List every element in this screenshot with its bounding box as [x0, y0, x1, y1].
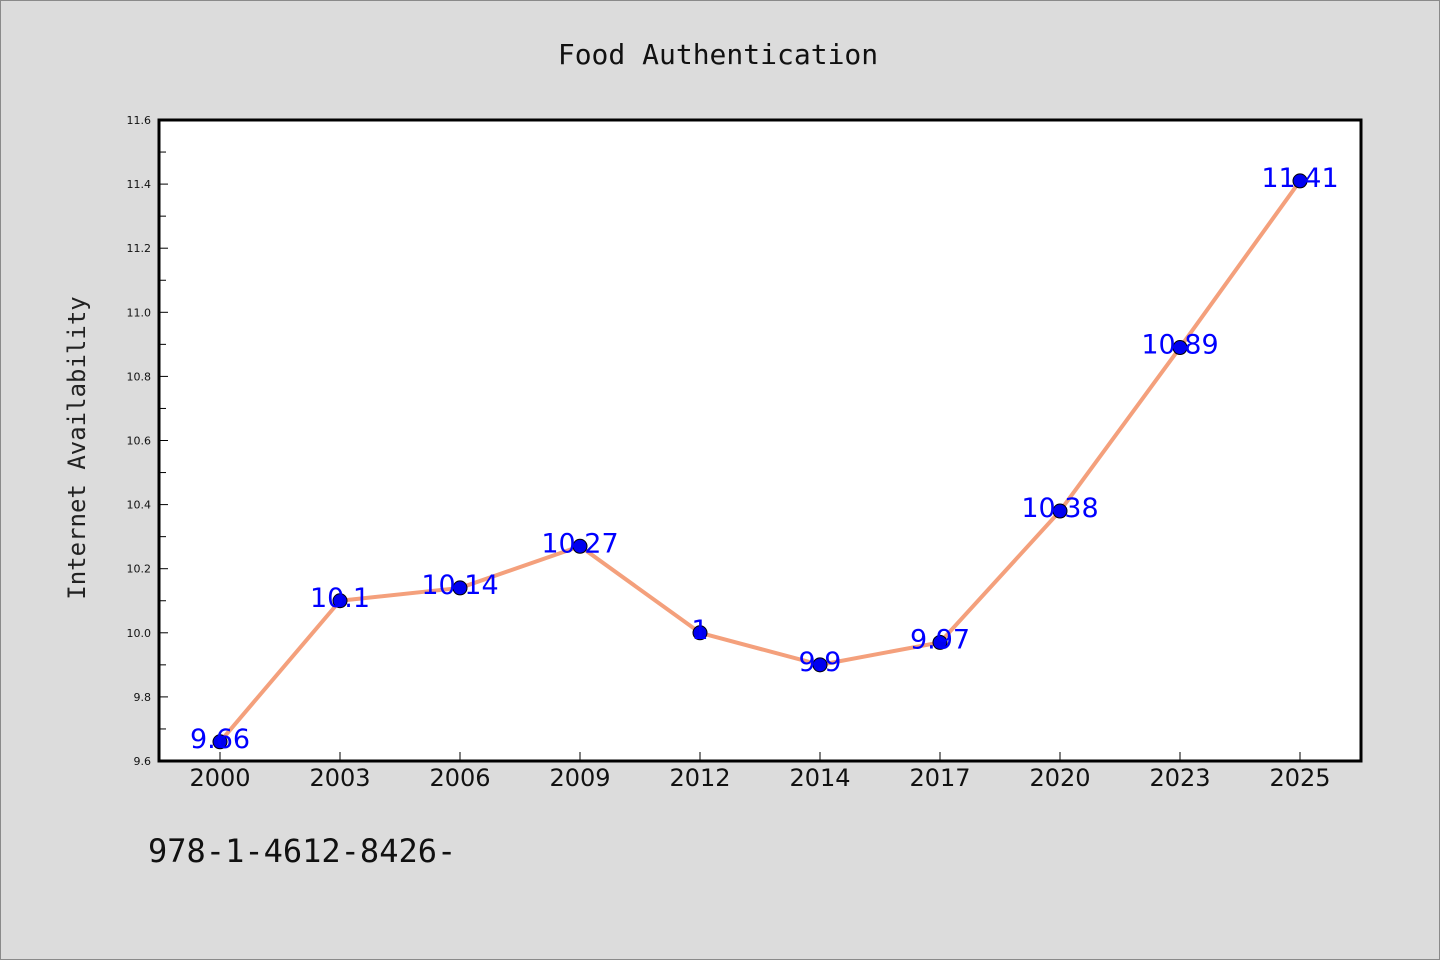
y-axis-label: Internet Availability	[63, 296, 91, 599]
data-label: 11.41	[1261, 163, 1338, 194]
data-point	[212, 734, 228, 750]
data-point	[1292, 173, 1308, 189]
y-tick-label: 10.4	[127, 499, 152, 512]
y-tick-label: 10.6	[127, 435, 152, 448]
data-label: 10.27	[541, 528, 618, 559]
data-label: 10.38	[1021, 493, 1098, 524]
y-tick-label: 10.2	[127, 563, 152, 576]
y-tick-label: 9.8	[134, 691, 152, 704]
x-tick-label: 2000	[189, 764, 250, 792]
data-label: 9.66	[190, 724, 250, 755]
data-label: 10.89	[1141, 330, 1218, 361]
data-point	[332, 593, 348, 609]
x-tick-label: 2012	[669, 764, 730, 792]
y-axis-ticks: 9.6 9.8 10.0 10.2 10.4 10.6 10.8 11.0 11.2 11.4 11…	[127, 114, 168, 768]
plot-area	[157, 118, 1363, 763]
y-tick-label: 10.8	[127, 370, 152, 383]
x-axis-ticks: 2000 2003 2006 2009 2012 2014 2017 2020 2023 2025	[189, 752, 1331, 792]
data-label: 1	[691, 615, 708, 646]
data-point	[1172, 340, 1188, 356]
x-tick-label: 2009	[549, 764, 610, 792]
data-point	[692, 625, 708, 641]
isbn-text: 978-1-4612-8426-	[148, 832, 457, 870]
data-point	[452, 580, 468, 596]
x-tick-label: 2003	[309, 764, 370, 792]
y-tick-label: 11.0	[127, 306, 152, 319]
series-layer	[212, 173, 1308, 750]
x-tick-label: 2023	[1149, 764, 1210, 792]
y-tick-label: 9.6	[134, 755, 152, 768]
data-point	[812, 657, 828, 673]
y-tick-label: 10.0	[127, 627, 152, 640]
x-tick-label: 2014	[789, 764, 850, 792]
data-point	[1052, 503, 1068, 519]
x-tick-label: 2020	[1029, 764, 1090, 792]
data-point	[932, 634, 948, 650]
y-tick-label: 11.4	[127, 178, 152, 191]
data-label-layer: 9.66 10.1 10.14 10.27 1 9.9 9.97 10.38 10.89 11.4…	[190, 163, 1339, 755]
x-tick-label: 2017	[909, 764, 970, 792]
chart-title: Food Authentication	[558, 38, 878, 71]
data-label: 9.9	[799, 647, 842, 678]
data-label: 10.1	[310, 583, 370, 614]
y-tick-label: 11.2	[127, 242, 152, 255]
series-line	[218, 179, 1302, 744]
data-point	[572, 538, 588, 554]
x-tick-label: 2006	[429, 764, 490, 792]
y-tick-label: 11.6	[127, 114, 152, 127]
x-tick-label: 2025	[1269, 764, 1330, 792]
data-label: 9.97	[910, 624, 970, 655]
data-label: 10.14	[421, 570, 498, 601]
